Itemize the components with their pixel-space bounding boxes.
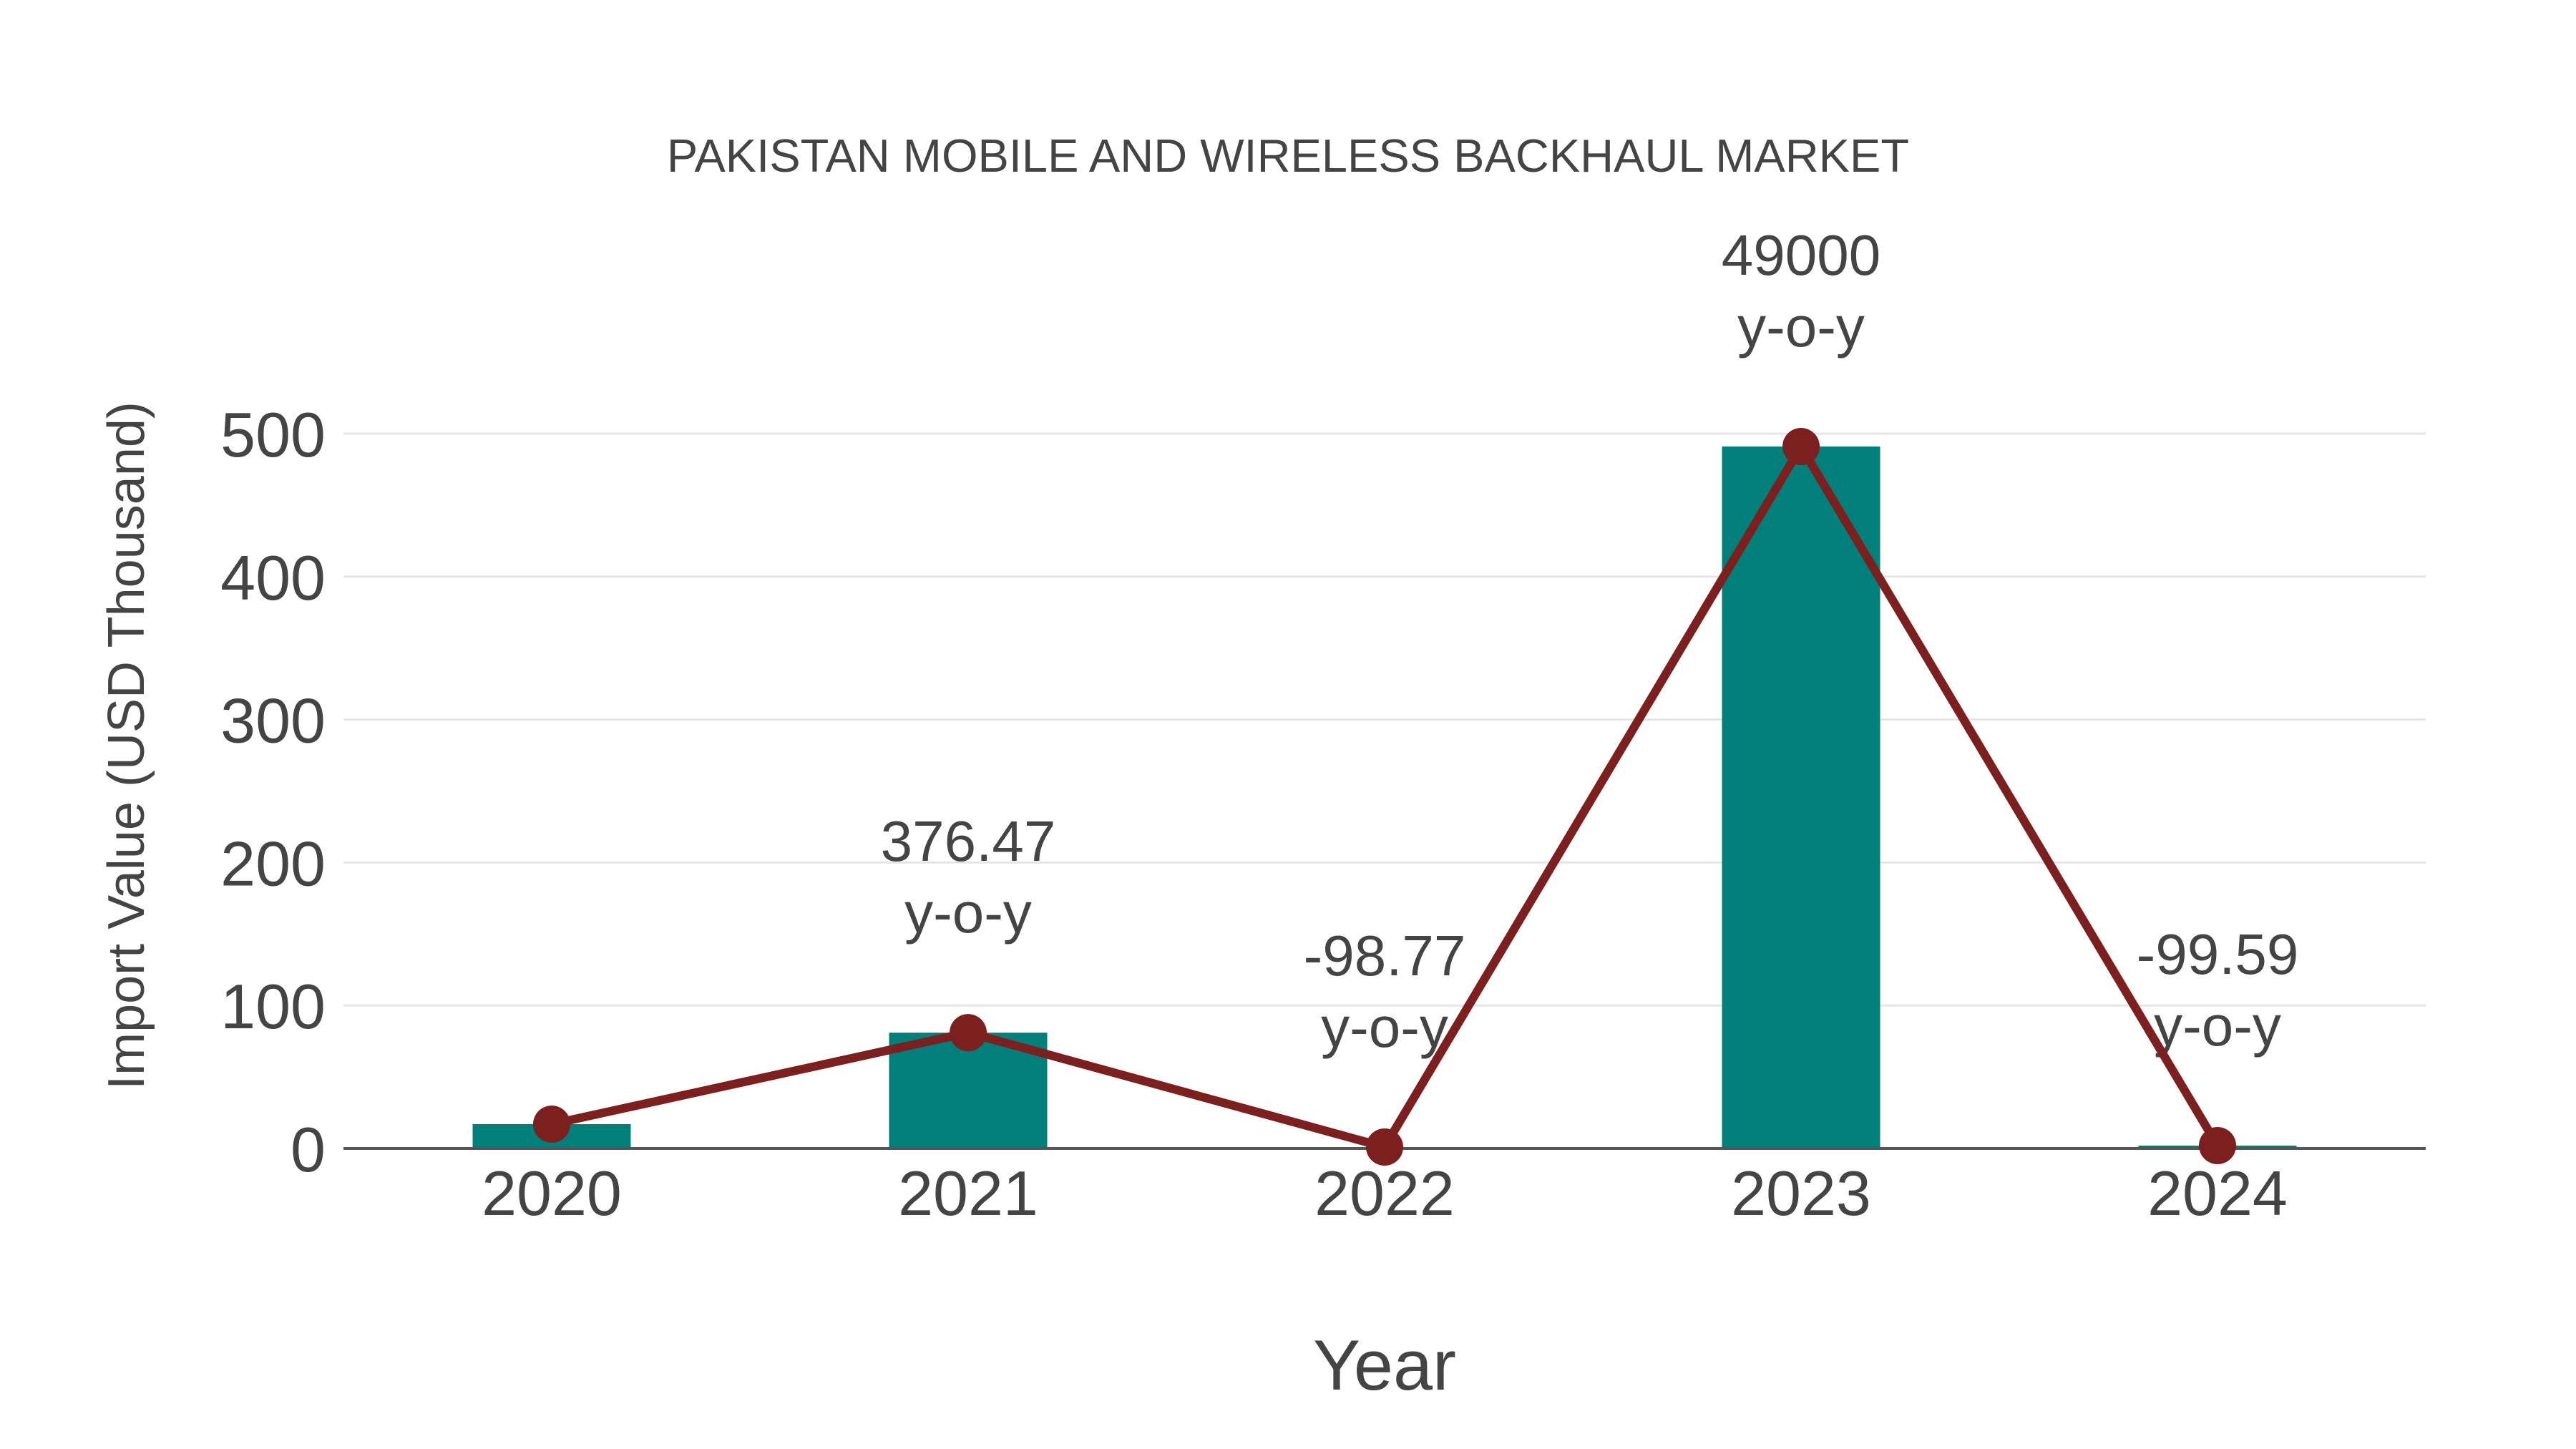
annotation-2023: 49000 y-o-y xyxy=(1722,223,1880,358)
y-tick-label: 300 xyxy=(220,686,326,756)
x-tick-label: 2022 xyxy=(1314,1158,1455,1229)
yoy-suffix: y-o-y xyxy=(1321,995,1448,1059)
annotation-2021: 376.47 y-o-y xyxy=(881,809,1056,945)
x-tick-label: 2020 xyxy=(482,1158,622,1229)
yoy-suffix: y-o-y xyxy=(904,881,1032,945)
y-tick-label: 500 xyxy=(220,399,326,470)
bar-series xyxy=(472,446,2297,1149)
bar-2023 xyxy=(1722,446,1880,1148)
marker-2020 xyxy=(533,1106,570,1143)
yoy-suffix: y-o-y xyxy=(2154,994,2281,1058)
line-series xyxy=(533,427,2236,1166)
y-tick-label: 0 xyxy=(291,1114,326,1185)
x-tick-label: 2023 xyxy=(1731,1158,1871,1229)
annotation-2024: -99.59 y-o-y xyxy=(2137,922,2299,1058)
marker-2024 xyxy=(2199,1127,2236,1165)
chart-title: PAKISTAN MOBILE AND WIRELESS BACKHAUL MA… xyxy=(667,130,1909,182)
yoy-value: 49000 xyxy=(1722,223,1880,287)
x-tick-label: 2024 xyxy=(2147,1158,2288,1229)
yoy-suffix: y-o-y xyxy=(1737,295,1865,358)
yoy-annotations: 376.47 y-o-y -98.77 y-o-y 49000 y-o-y -99.59 y-… xyxy=(881,223,2299,1059)
marker-2023 xyxy=(1782,427,1820,465)
y-tick-label: 100 xyxy=(220,971,326,1042)
yoy-value: 376.47 xyxy=(881,809,1056,873)
bar-2021 xyxy=(889,1033,1048,1148)
x-tick-label: 2021 xyxy=(898,1158,1038,1229)
y-axis-title: Import Value (USD Thousand) xyxy=(98,401,155,1090)
yoy-value: -99.59 xyxy=(2137,922,2299,986)
yoy-value: -98.77 xyxy=(1304,924,1466,987)
marker-2022 xyxy=(1366,1128,1403,1166)
x-axis-ticks: 2020 2021 2022 2023 2024 xyxy=(482,1158,2288,1229)
x-axis-title: Year xyxy=(1313,1325,1456,1405)
y-tick-label: 400 xyxy=(220,542,326,613)
annotation-2022: -98.77 y-o-y xyxy=(1304,924,1466,1059)
marker-2021 xyxy=(950,1014,987,1052)
gridlines xyxy=(343,432,2426,1007)
y-tick-label: 200 xyxy=(220,828,326,899)
y-axis-ticks: 0 100 200 300 400 500 xyxy=(220,399,326,1185)
